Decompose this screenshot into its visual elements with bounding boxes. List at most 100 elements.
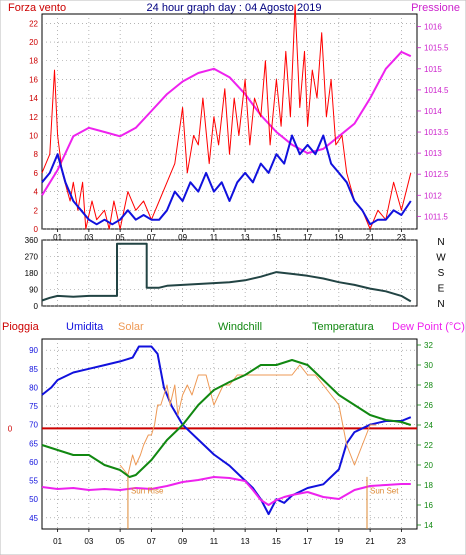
wind-tick-label: 2 (34, 206, 39, 215)
x-tick-label: 23 (397, 537, 406, 546)
wind-tick-label: 10 (29, 132, 38, 141)
temperature-panel-frame (41, 338, 418, 530)
humidity-axis: 45 50 55 60 65 70 75 80 85 90 (29, 346, 38, 523)
x-tick-label: 13 (241, 537, 250, 546)
direction-panel-series (41, 242, 412, 303)
x-tick-label: 13 (241, 233, 250, 242)
direction-axis: 0 90 180 270 360 (25, 236, 39, 311)
pressure-axis: 1011.5 1012 1012.5 1013 1013.5 1014 1014.5 1015… (417, 23, 449, 221)
compass-label: E (438, 284, 445, 295)
compass-label: W (436, 253, 446, 264)
humidity-tick-label: 90 (29, 346, 38, 355)
direction-tick-label: 360 (25, 236, 39, 245)
humidity-tick-label: 80 (29, 383, 38, 392)
wind-panel-frame (41, 13, 418, 230)
wind-tick-label: 4 (34, 188, 39, 197)
compass-label: N (437, 299, 444, 310)
humidity-legend: Umidita (66, 321, 104, 333)
x-tick-label: 05 (116, 233, 125, 242)
temperature-tick-label: 26 (424, 401, 433, 410)
dewpoint-line (41, 476, 411, 506)
wind-panel-series (41, 4, 412, 230)
humidity-tick-label: 55 (29, 477, 38, 486)
x-tick-label: 01 (53, 233, 62, 242)
x-tick-label: 07 (147, 233, 156, 242)
x-tick-label: 21 (366, 537, 375, 546)
wind-tick-label: 18 (29, 57, 38, 66)
sun-annotations: Sun Rise Sun Set (127, 476, 399, 529)
rain-axis: 0 (8, 424, 13, 433)
direction-tick-label: 270 (25, 253, 39, 262)
compass-label: N (437, 237, 444, 248)
direction-tick-label: 180 (25, 269, 39, 278)
pressure-tick-label: 1016 (424, 23, 442, 32)
solar-legend: Solar (118, 321, 144, 333)
x-tick-label: 05 (116, 537, 125, 546)
wind-tick-label: 12 (29, 113, 38, 122)
x-tick-label: 19 (334, 537, 343, 546)
pressure-tick-label: 1012.5 (424, 170, 449, 179)
humidity-line (41, 345, 412, 516)
temperature-tick-label: 18 (424, 481, 433, 490)
x-tick-label: 15 (272, 233, 281, 242)
humidity-tick-label: 60 (29, 458, 38, 467)
humidity-tick-label: 75 (29, 402, 38, 411)
pressure-tick-label: 1014.5 (424, 86, 449, 95)
temperature-tick-label: 14 (424, 521, 433, 530)
temperature-tick-label: 30 (424, 361, 433, 370)
wind-panel-grid (42, 14, 417, 230)
temperature-legend: Pioggia Umidita Solar Windchill Temperatura D… (2, 321, 465, 333)
wind-tick-label: 14 (29, 94, 38, 103)
pressure-tick-label: 1014 (424, 107, 442, 116)
pressure-tick-label: 1012 (424, 191, 442, 200)
temperature-axis: 14 16 18 20 22 24 26 28 30 32 (417, 341, 433, 530)
gust-line (41, 4, 412, 230)
temperature-line (41, 359, 412, 478)
wind-tick-label: 0 (34, 225, 39, 234)
sun-label: Sun Set (370, 487, 399, 496)
chart-title: 24 hour graph day : 04 Agosto 2019 (147, 2, 322, 14)
wind-tick-label: 16 (29, 75, 38, 84)
direction-tick-label: 0 (34, 302, 39, 311)
x-tick-label: 01 (53, 537, 62, 546)
x-tick-label: 03 (84, 537, 93, 546)
pressure-tick-label: 1015 (424, 65, 442, 74)
x-tick-label: 07 (147, 537, 156, 546)
direction-tick-label: 90 (29, 286, 38, 295)
pressure-tick-label: 1015.5 (424, 44, 449, 53)
x-tick-label: 09 (178, 233, 187, 242)
pressure-tick-label: 1011.5 (424, 212, 448, 221)
x-tick-label: 03 (84, 233, 93, 242)
wind-tick-label: 22 (29, 19, 38, 28)
wind-tick-label: 6 (34, 169, 39, 178)
compass-label: S (438, 268, 445, 279)
humidity-tick-label: 45 (29, 514, 38, 523)
pressure-line (41, 50, 412, 196)
x-tick-label: 19 (334, 233, 343, 242)
x-tick-label: 21 (366, 233, 375, 242)
pressure-axis-title: Pressione (411, 2, 460, 14)
dewpoint-legend: Dew Point (°C) (392, 321, 465, 333)
solar-line (119, 364, 377, 476)
x-tick-label: 17 (303, 537, 312, 546)
rain-tick-label: 0 (8, 424, 13, 433)
temperature-tick-label: 24 (424, 421, 433, 430)
sun-label: Sun Rise (131, 487, 164, 496)
wind-axis-title: Forza vento (8, 2, 66, 14)
direction-panel-grid (42, 239, 417, 307)
humidity-tick-label: 65 (29, 439, 38, 448)
x-tick-label: 15 (272, 537, 281, 546)
pressure-tick-label: 1013 (424, 149, 442, 158)
wind-tick-label: 8 (34, 150, 39, 159)
x-tick-label: 23 (397, 233, 406, 242)
temperature-legend-label: Temperatura (312, 321, 375, 333)
pressure-tick-label: 1013.5 (424, 128, 449, 137)
temperature-panel-series (41, 345, 417, 516)
temperature-tick-label: 20 (424, 461, 433, 470)
x-tick-label: 11 (210, 233, 219, 242)
temperature-panel-x-axis: 01 03 05 07 09 11 13 15 17 19 21 23 (53, 529, 406, 546)
